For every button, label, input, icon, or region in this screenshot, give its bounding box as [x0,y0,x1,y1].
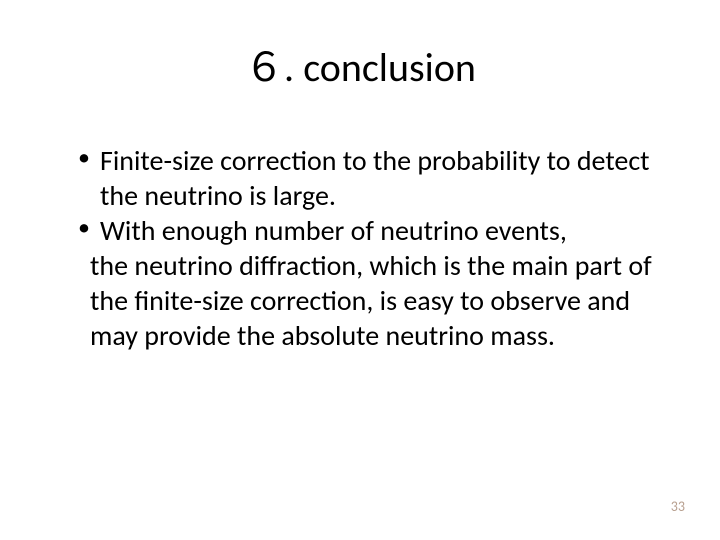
page-number: 33 [671,498,685,515]
bullet-list: Finite-size correction to the probabilit… [60,143,660,248]
list-item: With enough number of neutrino events, [78,213,660,248]
slide-container: ６. conclusion Finite-size correction to … [0,0,720,540]
continuation-text: the neutrino diffraction, which is the m… [60,248,660,353]
slide-title: ６. conclusion [60,35,660,93]
list-item: Finite-size correction to the probabilit… [78,143,660,213]
